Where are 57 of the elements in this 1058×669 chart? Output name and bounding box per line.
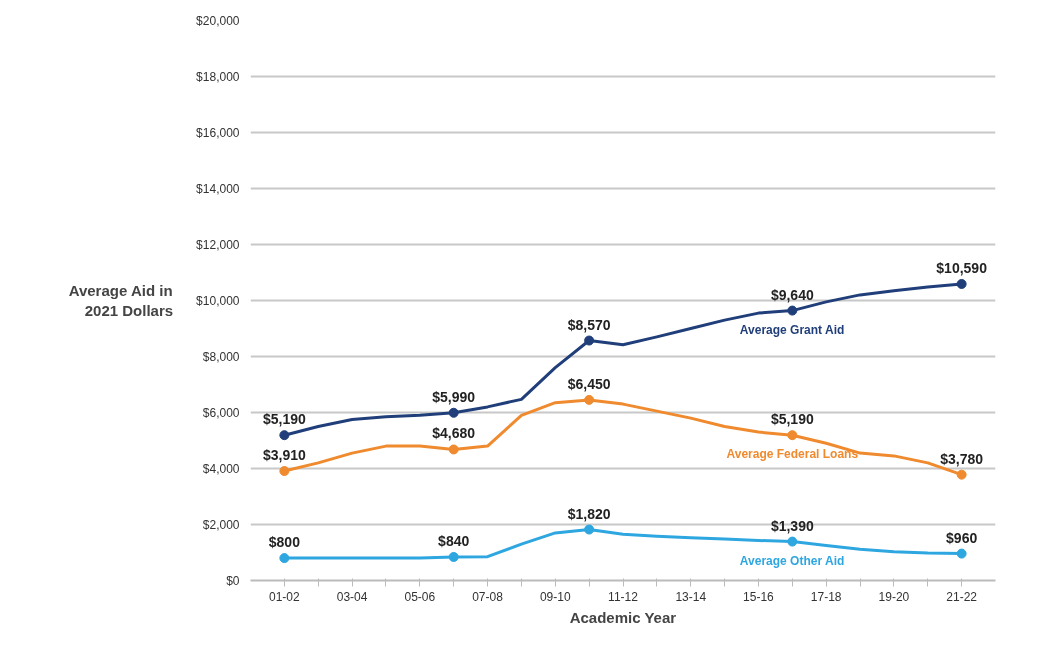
point [279, 430, 290, 441]
x-tick-label: 11-12 [608, 589, 639, 604]
point [956, 548, 967, 559]
data-label: $3,910 [262, 447, 306, 464]
x-tick-label: 03-04 [336, 589, 368, 604]
x-tick-label: 19-20 [878, 589, 910, 604]
y-tick-label: $8,000 [202, 349, 240, 364]
point [279, 553, 290, 564]
x-tick-label: 09-10 [539, 589, 571, 604]
point [584, 524, 595, 535]
point [584, 394, 595, 405]
data-label: $5,990 [432, 388, 476, 405]
point [584, 335, 595, 346]
series-label: Average Other Aid [739, 553, 845, 568]
y-tick-label: $12,000 [196, 237, 240, 252]
data-label: $6,450 [567, 375, 611, 392]
y-tick-label: $16,000 [196, 125, 240, 140]
x-tick-label: 17-18 [810, 589, 842, 604]
x-tick-label: 15-16 [743, 589, 775, 604]
data-label: $10,590 [936, 259, 988, 276]
point [787, 430, 798, 441]
point [448, 444, 459, 455]
y-tick-label: $20,000 [196, 13, 240, 28]
point [956, 278, 967, 289]
y-tick-label: $6,000 [202, 405, 240, 420]
data-label: $1,820 [567, 505, 611, 522]
data-label: $1,390 [770, 517, 814, 534]
data-label: $960 [946, 529, 978, 546]
x-axis-title: Academic Year [569, 608, 677, 626]
data-label: $8,570 [567, 316, 611, 333]
y-tick-label: $4,000 [202, 461, 240, 476]
point [279, 466, 290, 477]
y-tick-label: $2,000 [202, 517, 240, 532]
data-label: $4,680 [432, 425, 476, 442]
point [787, 536, 798, 547]
x-tick-label: 01-02 [269, 589, 301, 604]
y-tick-label: $10,000 [196, 293, 240, 308]
y-tick-label: $0 [226, 573, 240, 588]
point [448, 407, 459, 418]
point [448, 551, 459, 562]
x-tick-label: 13-14 [675, 589, 707, 604]
data-label: $3,780 [940, 450, 984, 467]
x-tick-label: 21-22 [946, 589, 978, 604]
point [787, 305, 798, 316]
data-label: $5,190 [770, 411, 814, 428]
series-label: Average Grant Aid [739, 322, 845, 337]
data-label: $840 [438, 532, 470, 549]
y-tick-label: $18,000 [196, 69, 240, 84]
y-axis-title: Average Aid in 2021 Dollars [68, 281, 174, 320]
data-label: $5,190 [262, 411, 306, 428]
series-label: Average Federal Loans [726, 447, 859, 462]
x-tick-label: 07-08 [472, 589, 504, 604]
data-label: $9,640 [770, 286, 814, 303]
data-label: $800 [268, 534, 301, 551]
y-tick-label: $14,000 [196, 181, 240, 196]
point [956, 469, 967, 480]
x-tick-label: 05-06 [404, 589, 436, 604]
